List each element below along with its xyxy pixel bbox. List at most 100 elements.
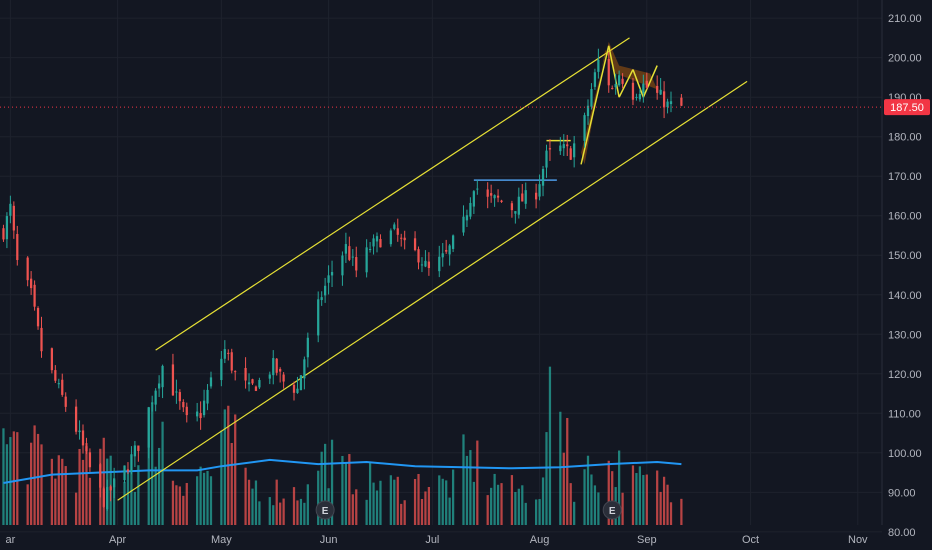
volume-bar [607,460,610,525]
candle-body [182,402,185,408]
volume-bar [400,503,403,525]
volume-bars [2,366,683,525]
candle-body [638,93,642,100]
volume-bar [493,473,496,525]
volume-bar [541,477,545,525]
volume-bar [427,486,431,525]
candle-body [465,215,469,221]
earnings-marker[interactable] [602,500,622,520]
volume-bar [282,498,285,525]
volume-bar [272,505,275,525]
pattern-line[interactable] [618,69,634,98]
candle-body [133,445,137,457]
candle-body [368,249,372,251]
candle-body [348,246,351,260]
volume-bar [635,473,638,525]
volume-bar [438,475,441,525]
volume-bar [445,480,448,525]
candle-body [420,264,424,266]
earnings-marker[interactable] [315,500,335,520]
candle-body [393,224,396,229]
volume-bar [234,414,237,525]
volume-bar [130,472,133,525]
candle-body [593,72,597,87]
volume-bar [175,485,178,525]
volume-bar [462,434,465,525]
volume-bar [341,455,344,525]
candle-body [611,87,614,89]
volume-bar [299,498,303,525]
time-tick-label: Nov [848,534,868,546]
volume-bar [611,471,614,525]
time-axis[interactable]: ar Apr May Jun Jul Aug Sep Oct Nov [5,534,868,546]
volume-bar [206,470,209,525]
volume-bar [396,476,399,525]
volume-bar [476,440,479,525]
candle-body [254,386,258,391]
volume-bar [517,488,520,525]
volume-bar [583,469,586,525]
volume-bar [403,500,406,525]
volume-bar [424,491,427,525]
candle-body [424,260,427,267]
candlestick-series [2,48,683,511]
candle-body [130,454,133,472]
candle-body [469,202,472,217]
price-tick-label: 200.00 [888,53,922,65]
volume-bar [666,484,669,525]
candle-body [154,390,157,405]
pattern-line[interactable] [580,45,610,165]
candle-body [635,96,638,98]
pattern-line[interactable] [642,65,658,98]
pattern-fill[interactable] [581,41,658,165]
channel-upper-line[interactable] [155,37,630,351]
candle-body [292,384,296,393]
candle-body [534,192,538,200]
volume-bar [638,466,642,525]
volume-bar [171,480,175,525]
pattern-line[interactable] [632,69,645,98]
volume-bar [348,454,351,525]
volume-bar [496,484,500,525]
candle-body [206,389,209,404]
volume-bar [202,472,206,525]
volume-bar [147,407,150,525]
volume-bar [451,469,455,525]
volume-bar [490,487,493,525]
volume-bar [566,417,569,525]
price-axis[interactable]: 210.00200.00190.00180.00170.00160.00150.… [888,13,922,539]
candle-body [379,239,382,248]
candle-body [137,445,140,451]
volume-bar [659,491,662,525]
candle-body [597,59,600,72]
pattern-line[interactable] [608,45,620,98]
candle-body [303,359,306,379]
candle-body [427,261,431,269]
candle-body [324,285,327,296]
candle-body [279,369,282,372]
price-tick-label: 100.00 [888,448,922,460]
price-tick-label: 120.00 [888,369,922,381]
candle-body [126,469,130,472]
volume-bar [196,476,199,525]
volume-bar [320,451,323,525]
volume-bar [102,437,105,525]
volume-bar [469,450,472,525]
candle-body [614,84,617,88]
volume-bar [185,483,188,525]
candle-body [642,83,645,94]
candle-body [251,379,254,384]
earnings-marker-label: E [609,506,616,517]
candle-body [40,327,43,352]
candle-body [573,143,576,158]
candle-body [569,148,572,160]
volume-bar [244,467,247,525]
price-tick-label: 170.00 [888,171,922,183]
volume-bar [12,431,15,525]
grid [0,0,882,533]
volume-bar [2,428,5,525]
channel-lower-line[interactable] [117,80,748,501]
volume-bar [247,479,251,525]
